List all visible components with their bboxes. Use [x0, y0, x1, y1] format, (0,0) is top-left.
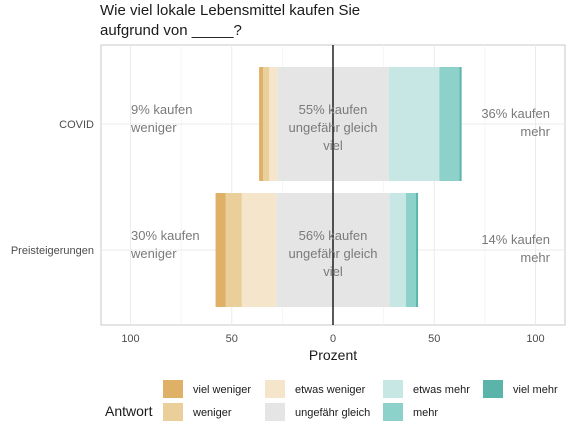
legend-key — [265, 403, 285, 421]
legend-label: mehr — [413, 407, 438, 419]
bar-preisteigerungen-etwas-mehr — [389, 193, 406, 307]
annotation-right: 36% kaufen — [481, 106, 550, 121]
annotation-center: 55% kaufen — [299, 102, 368, 117]
legend-key — [265, 380, 285, 398]
chart-title-line-2: aufgrund von _____? — [100, 22, 242, 39]
legend-label: ungefähr gleich — [295, 407, 370, 419]
bar-covid-viel-mehr — [459, 67, 462, 181]
bar-covid-viel-weniger — [259, 67, 264, 181]
bar-preisteigerungen-viel-mehr — [416, 193, 419, 307]
bar-covid-mehr — [439, 67, 460, 181]
x-tick-label: 100 — [526, 333, 544, 345]
x-tick-label: 50 — [428, 333, 440, 345]
legend-label: viel mehr — [513, 384, 558, 396]
annotation-center: ungefähr gleich — [289, 246, 378, 261]
annotation-center: viel — [323, 264, 343, 279]
legend-key — [483, 380, 503, 398]
legend-key — [163, 403, 183, 421]
category-label: Preisteigerungen — [11, 245, 94, 257]
annotation-center: viel — [323, 138, 343, 153]
legend-key — [383, 380, 403, 398]
legend-item: etwas mehr — [383, 380, 470, 398]
bar-preisteigerungen-weniger — [225, 193, 242, 307]
legend: viel weniger weniger etwas weniger ungefähr… — [163, 380, 558, 421]
legend-item: viel weniger — [163, 380, 251, 398]
legend-key — [163, 380, 183, 398]
bar-preisteigerungen-mehr — [405, 193, 417, 307]
bar-covid-etwas-weniger — [269, 67, 278, 181]
legend-label: weniger — [192, 407, 232, 419]
annotation-right: 14% kaufen — [481, 232, 550, 247]
x-tick-label: 100 — [121, 333, 139, 345]
annotation-right: mehr — [520, 124, 550, 139]
legend-label: etwas mehr — [413, 384, 470, 396]
legend-label: viel weniger — [193, 384, 251, 396]
legend-label: etwas weniger — [295, 384, 366, 396]
legend-key — [383, 403, 403, 421]
legend-item: weniger — [163, 403, 232, 421]
annotation-right: mehr — [520, 250, 550, 265]
annotations-layer: 9% kaufen weniger 55% kaufen ungefähr gleic… — [130, 102, 551, 279]
legend-item: etwas weniger — [265, 380, 366, 398]
annotation-center: 56% kaufen — [299, 228, 368, 243]
bar-preisteigerungen-viel-weniger — [215, 193, 226, 307]
x-axis-label: Prozent — [309, 347, 357, 363]
bar-preisteigerungen-etwas-weniger — [241, 193, 277, 307]
legend-item: viel mehr — [483, 380, 558, 398]
x-tick-label: 0 — [330, 333, 336, 345]
annotation-left: weniger — [130, 246, 177, 261]
annotation-left: 30% kaufen — [131, 228, 200, 243]
bar-covid-etwas-mehr — [388, 67, 440, 181]
x-tick-labels: 100 50 0 50 100 — [121, 333, 544, 345]
annotation-center: ungefähr gleich — [289, 120, 378, 135]
annotation-left: 9% kaufen — [131, 102, 192, 117]
chart-title-line-1: Wie viel lokale Lebensmittel kaufen Sie — [100, 2, 360, 19]
category-label: COVID — [59, 119, 94, 131]
category-labels: COVID Preisteigerungen — [11, 119, 94, 257]
annotation-left: weniger — [130, 120, 177, 135]
legend-item: mehr — [383, 403, 438, 421]
legend-title: Antwort — [105, 403, 153, 419]
bar-covid-weniger — [263, 67, 270, 181]
x-tick-label: 50 — [226, 333, 238, 345]
legend-item: ungefähr gleich — [265, 403, 370, 421]
